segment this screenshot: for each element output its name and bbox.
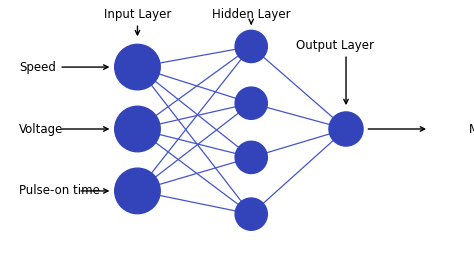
Text: Input Layer: Input Layer bbox=[104, 8, 171, 21]
Ellipse shape bbox=[235, 141, 267, 173]
Ellipse shape bbox=[115, 168, 160, 214]
Ellipse shape bbox=[329, 112, 363, 146]
Ellipse shape bbox=[115, 106, 160, 152]
Text: Speed: Speed bbox=[19, 61, 56, 74]
Text: Mass output rate: Mass output rate bbox=[469, 123, 474, 135]
Ellipse shape bbox=[235, 87, 267, 119]
Text: Output Layer: Output Layer bbox=[296, 39, 374, 52]
Text: Pulse-on time: Pulse-on time bbox=[19, 184, 100, 197]
Ellipse shape bbox=[235, 198, 267, 230]
Ellipse shape bbox=[115, 44, 160, 90]
Ellipse shape bbox=[235, 30, 267, 62]
Text: Voltage: Voltage bbox=[19, 123, 64, 135]
Text: Hidden Layer: Hidden Layer bbox=[212, 8, 291, 21]
